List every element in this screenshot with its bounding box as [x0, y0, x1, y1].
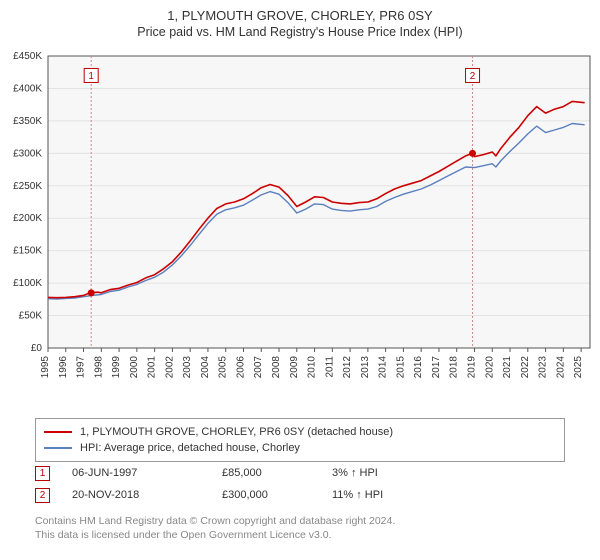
chart-area: £0 £50K £100K £150K £200K £250K £300K £350K £400… [0, 48, 600, 403]
svg-text:£100K: £100K [13, 278, 42, 289]
svg-text:£0: £0 [31, 343, 43, 354]
svg-text:2012: 2012 [342, 356, 353, 379]
marker-row: 2 20-NOV-2018£300,00011% ↑ HPI [35, 484, 565, 506]
marker-row: 1 06-JUN-1997£85,0003% ↑ HPI [35, 462, 565, 484]
svg-text:£200K: £200K [13, 213, 42, 224]
svg-text:2000: 2000 [129, 356, 140, 379]
svg-text:£250K: £250K [13, 181, 42, 192]
svg-text:2002: 2002 [164, 356, 175, 379]
legend-label: HPI: Average price, detached house, Chor… [80, 442, 300, 454]
svg-text:2017: 2017 [431, 356, 442, 379]
chart-title: 1, PLYMOUTH GROVE, CHORLEY, PR6 0SY [0, 0, 600, 23]
svg-text:2020: 2020 [484, 356, 495, 379]
svg-text:2016: 2016 [413, 356, 424, 379]
svg-text:2008: 2008 [271, 356, 282, 379]
svg-text:2024: 2024 [555, 356, 566, 379]
chart-subtitle: Price paid vs. HM Land Registry's House … [0, 23, 600, 39]
svg-text:£400K: £400K [13, 83, 42, 94]
svg-text:2015: 2015 [395, 356, 406, 379]
marker-hpi-delta: 3% ↑ HPI [332, 467, 378, 479]
svg-text:2013: 2013 [360, 356, 371, 379]
svg-text:£350K: £350K [13, 116, 42, 127]
marker-price: £85,000 [222, 467, 332, 479]
svg-text:2021: 2021 [502, 356, 513, 379]
chart-container: 1, PLYMOUTH GROVE, CHORLEY, PR6 0SY Pric… [0, 0, 600, 560]
legend-item: 1, PLYMOUTH GROVE, CHORLEY, PR6 0SY (det… [44, 424, 556, 440]
svg-text:2009: 2009 [289, 356, 300, 379]
svg-text:2005: 2005 [218, 356, 229, 379]
svg-text:1997: 1997 [76, 356, 87, 379]
svg-text:£450K: £450K [13, 51, 42, 62]
svg-text:1996: 1996 [58, 356, 69, 379]
footnote-line-2: This data is licensed under the Open Gov… [35, 529, 332, 541]
svg-text:2023: 2023 [538, 356, 549, 379]
svg-text:£300K: £300K [13, 148, 42, 159]
svg-text:2011: 2011 [324, 356, 335, 378]
svg-text:2025: 2025 [573, 356, 584, 379]
legend-label: 1, PLYMOUTH GROVE, CHORLEY, PR6 0SY (det… [80, 426, 393, 438]
svg-text:2022: 2022 [520, 356, 531, 379]
svg-text:1995: 1995 [40, 356, 51, 379]
legend-item: HPI: Average price, detached house, Chor… [44, 440, 556, 456]
marker-badge: 1 [35, 466, 50, 481]
marker-badge: 2 [35, 488, 50, 503]
svg-text:2007: 2007 [253, 356, 264, 379]
svg-text:2014: 2014 [378, 356, 389, 379]
marker-hpi-delta: 11% ↑ HPI [332, 489, 383, 501]
svg-text:£50K: £50K [19, 311, 43, 322]
line-chart-svg: £0 £50K £100K £150K £200K £250K £300K £350K £400… [0, 48, 600, 403]
marker-date: 20-NOV-2018 [72, 489, 222, 501]
svg-text:2018: 2018 [449, 356, 460, 379]
footnote: Contains HM Land Registry data © Crown c… [35, 514, 565, 542]
footnote-line-1: Contains HM Land Registry data © Crown c… [35, 515, 395, 527]
svg-text:1998: 1998 [93, 356, 104, 379]
marker-price: £300,000 [222, 489, 332, 501]
svg-text:2010: 2010 [307, 356, 318, 379]
svg-text:£150K: £150K [13, 246, 42, 257]
svg-text:2003: 2003 [182, 356, 193, 379]
legend-swatch [44, 447, 72, 449]
svg-text:2001: 2001 [147, 356, 158, 379]
svg-text:2019: 2019 [466, 356, 477, 379]
legend: 1, PLYMOUTH GROVE, CHORLEY, PR6 0SY (det… [35, 418, 565, 462]
svg-text:1999: 1999 [111, 356, 122, 379]
svg-text:1: 1 [88, 71, 94, 82]
svg-text:2006: 2006 [235, 356, 246, 379]
legend-swatch [44, 431, 72, 433]
svg-text:2: 2 [470, 71, 476, 82]
marker-date: 06-JUN-1997 [72, 467, 222, 479]
sale-marker-table: 1 06-JUN-1997£85,0003% ↑ HPI 2 20-NOV-2018£… [35, 462, 565, 506]
svg-text:2004: 2004 [200, 356, 211, 379]
